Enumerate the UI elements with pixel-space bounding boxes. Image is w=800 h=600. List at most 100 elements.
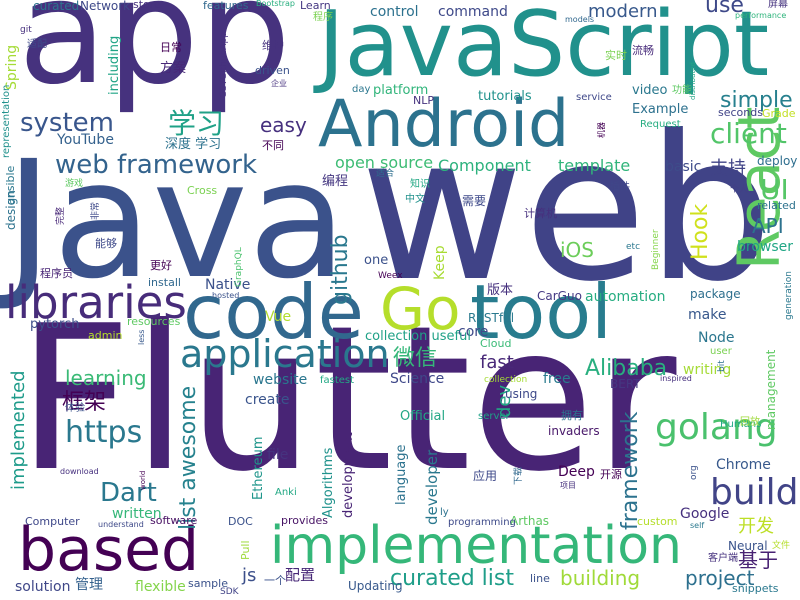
- word-shipei: 适配: [27, 39, 47, 50]
- word-neural: Neural: [728, 539, 768, 553]
- word-org: org: [689, 465, 699, 480]
- word-chrome: Chrome: [716, 457, 771, 473]
- word-core: core: [458, 324, 489, 340]
- word-software: software: [150, 514, 198, 527]
- word-cross: Cross: [187, 184, 218, 197]
- word-alibaba: Alibaba: [585, 356, 668, 381]
- word-xiangmu: 项目: [560, 481, 576, 490]
- word-nenggou: 能够: [95, 237, 117, 250]
- word-tool: tool: [470, 268, 613, 356]
- word-beginner: Beginner: [651, 229, 661, 270]
- word-system: system: [20, 108, 114, 138]
- word-deploy: deploy: [757, 154, 798, 168]
- word-ly: ly: [440, 507, 449, 518]
- word-snippets: snippets: [732, 582, 779, 595]
- word-user: user: [710, 346, 732, 357]
- word-tutorials: tutorials: [478, 89, 532, 104]
- word-kaiyuan: 开源: [600, 468, 622, 481]
- word-learning: learning: [65, 366, 147, 390]
- word-pingmu: 屏幕: [768, 0, 788, 10]
- word-golang: golang: [655, 407, 778, 448]
- word-graphql: GraphQL: [234, 247, 244, 287]
- word-bootstrap: Bootstrap: [256, 0, 295, 8]
- word-example: Example: [632, 102, 689, 117]
- word-peizhi: 配置: [285, 566, 316, 584]
- word-app: app: [18, 0, 291, 117]
- word-framework: framework: [618, 411, 643, 530]
- word-computer: Computer: [25, 515, 80, 528]
- word-updating: Updating: [348, 579, 403, 593]
- word-libraries: libraries: [5, 276, 187, 329]
- word-distributed: distributed: [689, 62, 697, 100]
- word-build: build: [710, 472, 799, 513]
- word-zhongwen: 中文: [405, 194, 425, 205]
- word-vue: Vue: [265, 309, 292, 325]
- word-algorithms: Algorithms: [321, 447, 336, 518]
- word-official: Official: [400, 409, 446, 424]
- word-developer: developer: [423, 449, 441, 525]
- word-use: use: [705, 0, 744, 18]
- word-tiyan: 体验: [65, 403, 85, 414]
- word-arthas: Arthas: [510, 514, 550, 528]
- word-fangan: 方案: [160, 61, 187, 76]
- word-javascript: JavaScript: [318, 0, 770, 97]
- word-yongyou: 拥有: [561, 409, 583, 422]
- word-code: code: [183, 268, 364, 356]
- word-pytorch: pytorch: [30, 317, 80, 332]
- word-pull: Pull: [239, 540, 252, 560]
- word-yingyong: 应用: [473, 469, 498, 483]
- word-open-source: open source: [335, 153, 434, 172]
- word-website: website: [253, 372, 308, 388]
- word-inspired: inspired: [660, 374, 692, 383]
- word-custom: custom: [637, 515, 678, 528]
- word-component: Component: [438, 156, 531, 175]
- word-fast: fast: [480, 352, 514, 373]
- word-humans: Humans: [720, 419, 762, 430]
- word-world: world: [139, 470, 147, 490]
- word-weixin: 微信: [393, 346, 438, 371]
- word-template: template: [558, 156, 631, 175]
- word-feichang: 非常: [91, 201, 101, 220]
- word-ethereum: Ethereum: [251, 436, 266, 500]
- word-invaders: invaders: [548, 424, 600, 438]
- word-jiyu: 基于: [738, 548, 778, 572]
- word-wanzheng: 完整: [56, 206, 66, 225]
- word-application: application: [180, 332, 390, 376]
- word-youxi: 游戏: [65, 179, 84, 189]
- word-collection: collection: [484, 375, 528, 385]
- word-generation: generation: [784, 271, 794, 320]
- word-hosted: hosted: [212, 291, 240, 300]
- word-nlp: NLP: [413, 94, 434, 107]
- word-curated: curated: [33, 0, 80, 13]
- word-android: Android: [318, 87, 570, 162]
- word-science: Science: [390, 371, 445, 387]
- word-shihe: 适合: [376, 169, 395, 179]
- word-shendu-xuexi: 深度 学习: [165, 137, 222, 152]
- word-kuangjia: 框架: [62, 390, 107, 415]
- word-platform: platform: [373, 83, 429, 98]
- word-collection-useful: collection useful: [365, 329, 471, 344]
- word-sdk: SDK: [220, 587, 239, 597]
- word-representation: representation: [1, 84, 12, 158]
- word-ios: iOS: [560, 238, 594, 262]
- word-butong: 不同: [262, 139, 284, 152]
- word-command: command: [438, 4, 508, 20]
- word-https: https: [65, 415, 143, 450]
- word-control: control: [370, 4, 419, 20]
- word-list-awesome: list awesome: [176, 385, 201, 530]
- word-richang: 日常: [160, 41, 182, 54]
- word-building: building: [560, 566, 641, 590]
- word-genghao: 更好: [150, 259, 172, 272]
- word-server: server: [478, 411, 510, 422]
- word-solution: solution: [15, 579, 71, 595]
- word-admin: admin: [88, 329, 123, 342]
- word-download: download: [60, 467, 99, 476]
- word-xiazai: 下载: [514, 466, 524, 485]
- word-one: one: [364, 253, 389, 268]
- word-provides: provides: [281, 514, 329, 527]
- word-etc: etc: [626, 242, 641, 252]
- word-go: Go: [380, 275, 461, 343]
- word-written: written: [112, 506, 162, 522]
- word-java: Java: [5, 127, 348, 315]
- word-huifang: 回放: [740, 417, 760, 428]
